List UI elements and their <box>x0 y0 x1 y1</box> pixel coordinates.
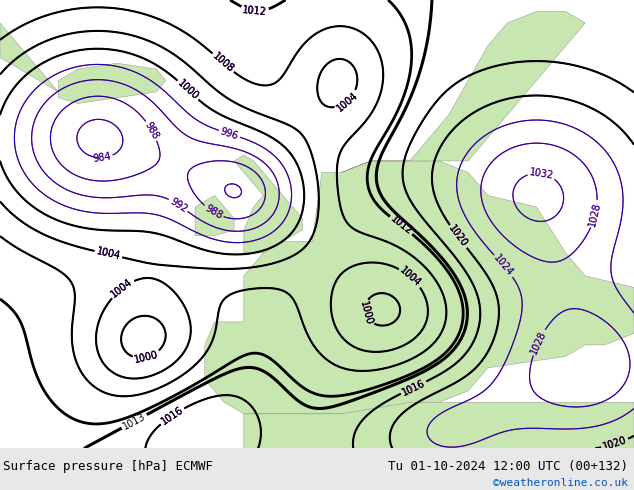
Text: 1004: 1004 <box>95 246 121 262</box>
Text: 1016: 1016 <box>159 405 185 427</box>
Text: 1004: 1004 <box>95 246 121 262</box>
Text: 1004: 1004 <box>335 90 360 113</box>
Text: 1004: 1004 <box>335 90 360 113</box>
Text: 1004: 1004 <box>398 265 423 289</box>
Text: 1012: 1012 <box>242 5 268 17</box>
Text: Tu 01-10-2024 12:00 UTC (00+132): Tu 01-10-2024 12:00 UTC (00+132) <box>387 460 628 473</box>
Text: 1028: 1028 <box>529 329 548 356</box>
Text: 1016: 1016 <box>401 378 427 397</box>
Polygon shape <box>341 11 585 172</box>
Text: 1000: 1000 <box>358 300 373 326</box>
Text: 1004: 1004 <box>335 90 360 113</box>
Text: 988: 988 <box>203 203 224 221</box>
Text: 1024: 1024 <box>492 253 515 278</box>
Text: 1000: 1000 <box>176 78 200 102</box>
Text: 1020: 1020 <box>447 224 470 249</box>
Text: 988: 988 <box>143 120 160 141</box>
Text: 1016: 1016 <box>401 378 427 397</box>
Text: 1008: 1008 <box>210 51 236 74</box>
Text: 988: 988 <box>143 120 160 141</box>
Text: 1008: 1008 <box>210 51 236 74</box>
Text: 1012: 1012 <box>389 214 414 237</box>
Text: Surface pressure [hPa] ECMWF: Surface pressure [hPa] ECMWF <box>3 460 213 473</box>
Polygon shape <box>205 161 634 414</box>
Text: 1004: 1004 <box>398 265 423 289</box>
Text: 1016: 1016 <box>159 405 185 427</box>
Text: 988: 988 <box>203 203 224 221</box>
Text: 1020: 1020 <box>447 224 470 249</box>
Text: 1028: 1028 <box>588 201 603 227</box>
Text: 1000: 1000 <box>358 300 373 326</box>
Text: 1024: 1024 <box>492 253 515 278</box>
Polygon shape <box>244 402 634 448</box>
Text: 1028: 1028 <box>588 201 603 227</box>
Text: 1004: 1004 <box>95 246 121 262</box>
Text: 1020: 1020 <box>447 224 470 249</box>
Text: 1028: 1028 <box>529 329 548 356</box>
Text: 1000: 1000 <box>176 78 200 102</box>
Text: 1020: 1020 <box>602 435 628 452</box>
Polygon shape <box>0 23 58 92</box>
Text: 1000: 1000 <box>134 350 160 365</box>
Text: 1004: 1004 <box>110 277 135 300</box>
Text: 1012: 1012 <box>389 214 414 237</box>
Text: 1004: 1004 <box>398 265 423 289</box>
Text: 984: 984 <box>92 151 112 164</box>
Text: 1016: 1016 <box>401 378 427 397</box>
Text: 1032: 1032 <box>529 167 555 180</box>
Text: 1032: 1032 <box>529 167 555 180</box>
Text: 1012: 1012 <box>389 214 414 237</box>
Text: 1013: 1013 <box>121 411 147 432</box>
Polygon shape <box>58 63 166 103</box>
Text: 1016: 1016 <box>159 405 185 427</box>
Text: 1000: 1000 <box>358 300 373 326</box>
Text: 1000: 1000 <box>134 350 160 365</box>
Text: 992: 992 <box>168 196 189 214</box>
Text: 996: 996 <box>219 126 240 141</box>
Polygon shape <box>195 196 234 236</box>
Text: 996: 996 <box>219 126 240 141</box>
Text: 1020: 1020 <box>602 435 628 452</box>
Text: 1004: 1004 <box>110 277 135 300</box>
Text: 1000: 1000 <box>134 350 160 365</box>
Text: 1012: 1012 <box>242 5 268 17</box>
Text: 992: 992 <box>168 196 189 214</box>
Text: ©weatheronline.co.uk: ©weatheronline.co.uk <box>493 478 628 488</box>
Text: 1000: 1000 <box>176 78 200 102</box>
Text: 1020: 1020 <box>602 435 628 452</box>
Text: 1004: 1004 <box>110 277 135 300</box>
Text: 984: 984 <box>92 151 112 164</box>
Polygon shape <box>234 155 302 253</box>
Text: 1012: 1012 <box>242 5 268 17</box>
Text: 1008: 1008 <box>210 51 236 74</box>
